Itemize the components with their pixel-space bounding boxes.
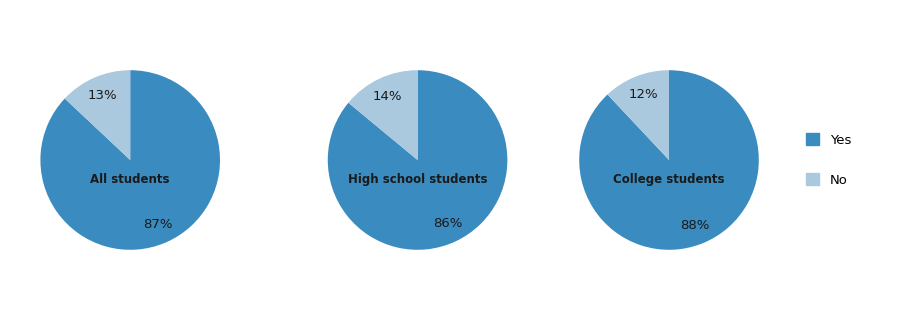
Wedge shape — [579, 70, 759, 250]
Text: All students: All students — [91, 173, 170, 186]
Text: 88%: 88% — [680, 219, 709, 232]
Wedge shape — [348, 70, 418, 160]
Wedge shape — [40, 70, 220, 250]
Text: College students: College students — [613, 173, 725, 186]
Text: 13%: 13% — [88, 89, 118, 102]
Wedge shape — [608, 70, 669, 160]
Text: 14%: 14% — [373, 90, 402, 103]
Wedge shape — [328, 70, 507, 250]
Text: 87%: 87% — [144, 218, 172, 231]
Text: 12%: 12% — [629, 88, 658, 101]
Wedge shape — [65, 70, 130, 160]
Legend: Yes, No: Yes, No — [806, 133, 851, 187]
Text: 86%: 86% — [433, 217, 462, 230]
Text: High school students: High school students — [348, 173, 488, 186]
